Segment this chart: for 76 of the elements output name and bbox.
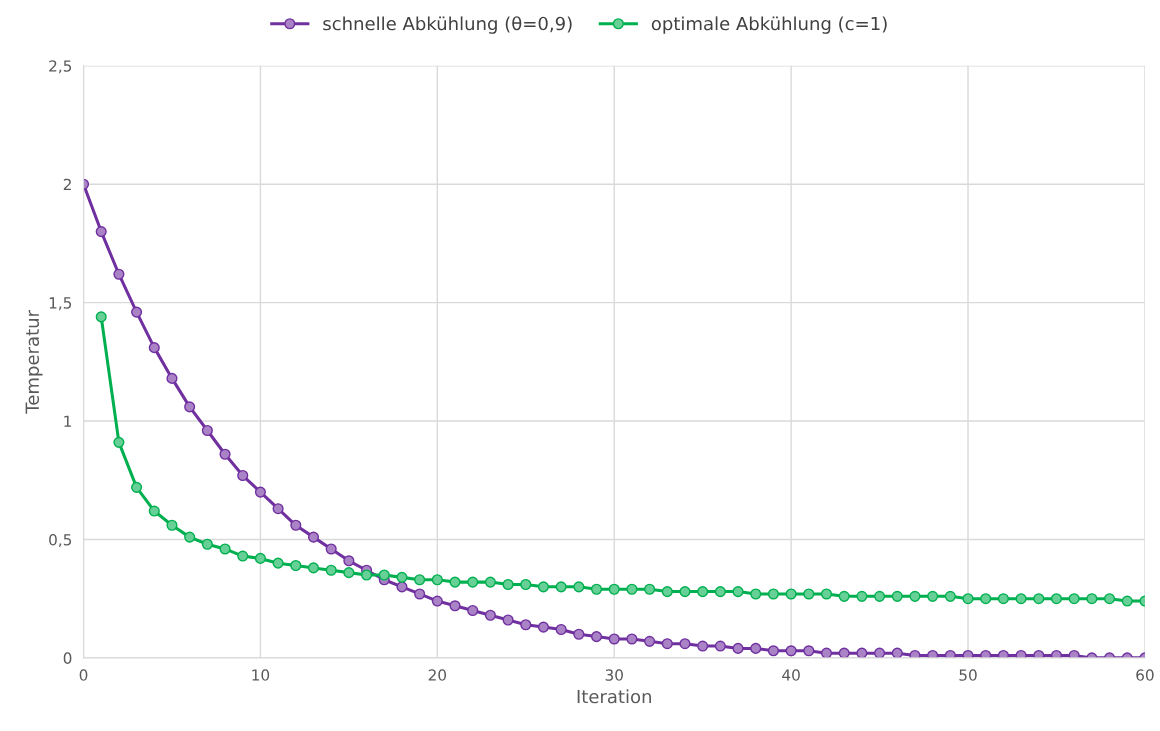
point <box>184 531 196 543</box>
point <box>343 567 355 579</box>
point <box>290 559 302 572</box>
point <box>361 569 373 581</box>
x-tick-label: 10 <box>252 669 270 681</box>
point <box>537 581 550 593</box>
point <box>325 564 337 576</box>
point <box>1050 593 1063 605</box>
point <box>555 581 567 593</box>
point <box>750 588 762 600</box>
point <box>767 588 779 600</box>
point <box>414 574 426 586</box>
point <box>820 588 833 600</box>
x-axis-title: Iteration <box>577 689 651 704</box>
point <box>573 581 585 593</box>
x-tick-label: 0 <box>79 669 88 681</box>
point <box>272 557 284 569</box>
point <box>307 562 320 574</box>
point <box>219 543 231 555</box>
y-tick-label: 0,5 <box>49 533 72 548</box>
legend-label: schnelle Abkühlung (θ=0,9) <box>323 16 572 34</box>
x-tick-label: 30 <box>605 669 623 681</box>
point <box>644 583 656 595</box>
point <box>838 590 850 602</box>
x-tick-label: 40 <box>782 669 800 681</box>
point <box>396 571 408 583</box>
point <box>856 590 868 602</box>
y-tick-label: 0 <box>63 652 72 664</box>
point <box>484 576 496 588</box>
point <box>661 586 673 598</box>
legend-label: optimale Abkühlung (c=1) <box>651 16 887 34</box>
point <box>891 590 903 602</box>
y-tick-label: 2 <box>63 178 71 191</box>
x-tick-label: 20 <box>428 669 447 681</box>
point <box>467 576 479 588</box>
point <box>502 578 514 591</box>
point <box>803 588 815 600</box>
point <box>431 574 443 586</box>
point <box>997 593 1009 605</box>
point <box>166 519 178 531</box>
point <box>201 538 213 550</box>
y-tick-label: 2,5 <box>49 60 72 74</box>
point <box>785 588 797 600</box>
point <box>237 550 249 562</box>
x-tick-label: 60 <box>1136 669 1154 681</box>
point <box>1015 593 1027 605</box>
point <box>1068 593 1080 605</box>
point <box>909 590 921 602</box>
point <box>378 569 390 581</box>
point <box>980 593 992 605</box>
point <box>927 590 939 602</box>
point <box>449 576 461 588</box>
point <box>95 311 107 323</box>
point <box>626 583 638 595</box>
point <box>1086 593 1098 605</box>
point <box>679 586 691 598</box>
y-tick-label: 1 <box>64 415 71 427</box>
point <box>148 505 160 517</box>
point <box>590 583 603 595</box>
point <box>697 586 709 598</box>
point <box>608 583 620 595</box>
point <box>732 586 744 598</box>
point <box>874 590 886 602</box>
y-axis-title: Temperatur <box>25 310 43 414</box>
point <box>131 481 143 493</box>
point <box>254 552 266 564</box>
point <box>1033 593 1045 605</box>
y-tick-label: 1,5 <box>49 297 72 311</box>
x-tick-label: 50 <box>959 669 977 681</box>
point <box>944 590 956 602</box>
point <box>520 578 532 591</box>
point <box>962 593 974 605</box>
point <box>1121 595 1133 607</box>
point <box>113 436 125 448</box>
point <box>1103 593 1116 605</box>
point <box>714 586 726 598</box>
